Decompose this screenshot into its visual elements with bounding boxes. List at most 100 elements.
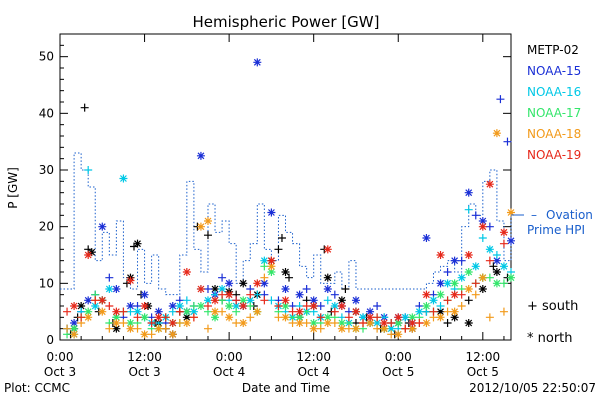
north-marker (464, 188, 473, 197)
south-marker (77, 313, 86, 322)
south-marker (373, 302, 382, 310)
north-marker (168, 302, 177, 310)
south-marker (203, 302, 212, 310)
south-marker (274, 313, 283, 322)
south-marker (285, 273, 294, 282)
north-marker (203, 296, 212, 305)
north-marker (366, 313, 375, 322)
north-marker (98, 222, 107, 231)
north-marker (175, 302, 184, 310)
north-marker (112, 307, 121, 316)
south-marker (267, 296, 276, 305)
south-marker (175, 319, 184, 327)
north-marker (196, 222, 205, 231)
legend-entry: NOAA-19 (527, 148, 581, 162)
south-marker (80, 103, 89, 112)
south-marker (330, 290, 339, 299)
south-marker (246, 302, 255, 310)
north-marker (436, 307, 445, 316)
north-marker (126, 324, 135, 333)
north-marker (450, 307, 459, 316)
south-marker (203, 324, 212, 333)
south-marker (189, 313, 198, 322)
x-tick-label-date: Oct 5 (467, 365, 499, 379)
north-marker (464, 268, 473, 276)
south-marker (84, 166, 93, 174)
north-marker (253, 58, 262, 67)
north-marker (211, 285, 220, 293)
north-marker (154, 313, 163, 322)
north-marker (323, 285, 332, 293)
footer-left: Plot: CCMC (4, 381, 70, 395)
north-marker (112, 319, 121, 327)
south-marker (485, 222, 494, 231)
south-marker (63, 324, 72, 333)
south-marker (492, 251, 501, 259)
south-marker (91, 296, 100, 305)
north-marker (429, 296, 438, 305)
legend-entry: METP-02 (527, 43, 579, 57)
south-marker (471, 211, 480, 220)
north-marker (84, 307, 93, 316)
south-marker (496, 95, 505, 104)
north-marker (422, 290, 431, 299)
north-marker (394, 313, 403, 322)
north-marker (70, 302, 79, 310)
north-marker (267, 256, 276, 265)
north-marker (436, 251, 445, 259)
north-marker (260, 279, 269, 288)
north-marker (309, 319, 318, 327)
south-marker (387, 330, 396, 339)
north-marker (478, 217, 487, 225)
x-tick-label-time: 12:00 (296, 350, 331, 364)
south-marker (359, 319, 368, 327)
north-marker (366, 307, 375, 316)
south-marker (232, 296, 241, 305)
plot-area (59, 33, 512, 341)
south-marker (415, 319, 424, 327)
north-marker (330, 302, 339, 310)
south-marker (119, 307, 128, 316)
south-marker (147, 330, 156, 339)
north-marker (70, 330, 79, 339)
south-marker (232, 307, 241, 316)
south-marker (429, 307, 438, 316)
north-marker (450, 256, 459, 265)
north-marker (140, 290, 149, 299)
south-marker (499, 307, 508, 316)
north-marker (309, 324, 318, 333)
x-axis-label: Date and Time (242, 381, 330, 395)
legend-entry: NOAA-18 (527, 127, 581, 141)
south-marker (203, 231, 212, 240)
north-marker (351, 307, 360, 316)
north-marker (182, 319, 191, 327)
north-marker (387, 324, 396, 333)
north-marker (422, 319, 431, 327)
north-marker (126, 319, 135, 327)
north-marker (267, 208, 276, 217)
north-marker (281, 268, 290, 276)
north-marker (281, 296, 290, 305)
north-marker (98, 296, 107, 305)
x-tick-label-time: 0:00 (216, 350, 243, 364)
legend-entry: NOAA-15 (527, 64, 581, 78)
north-marker (260, 256, 269, 265)
north-marker (323, 313, 332, 322)
south-marker (489, 262, 498, 271)
south-marker (274, 302, 283, 310)
north-marker (168, 330, 177, 339)
north-marker (211, 307, 220, 316)
north-marker (464, 285, 473, 293)
ovation-legend-label-2: Prime HPI (527, 223, 585, 237)
x-tick-label-time: 0:00 (47, 350, 74, 364)
north-marker (112, 324, 121, 333)
north-marker (225, 290, 234, 299)
south-marker (218, 307, 227, 316)
south-marker (147, 319, 156, 327)
south-marker (253, 290, 262, 299)
north-marker (422, 302, 431, 310)
north-marker (507, 273, 515, 282)
ovation-prime-line (60, 152, 512, 296)
north-marker (415, 307, 424, 316)
